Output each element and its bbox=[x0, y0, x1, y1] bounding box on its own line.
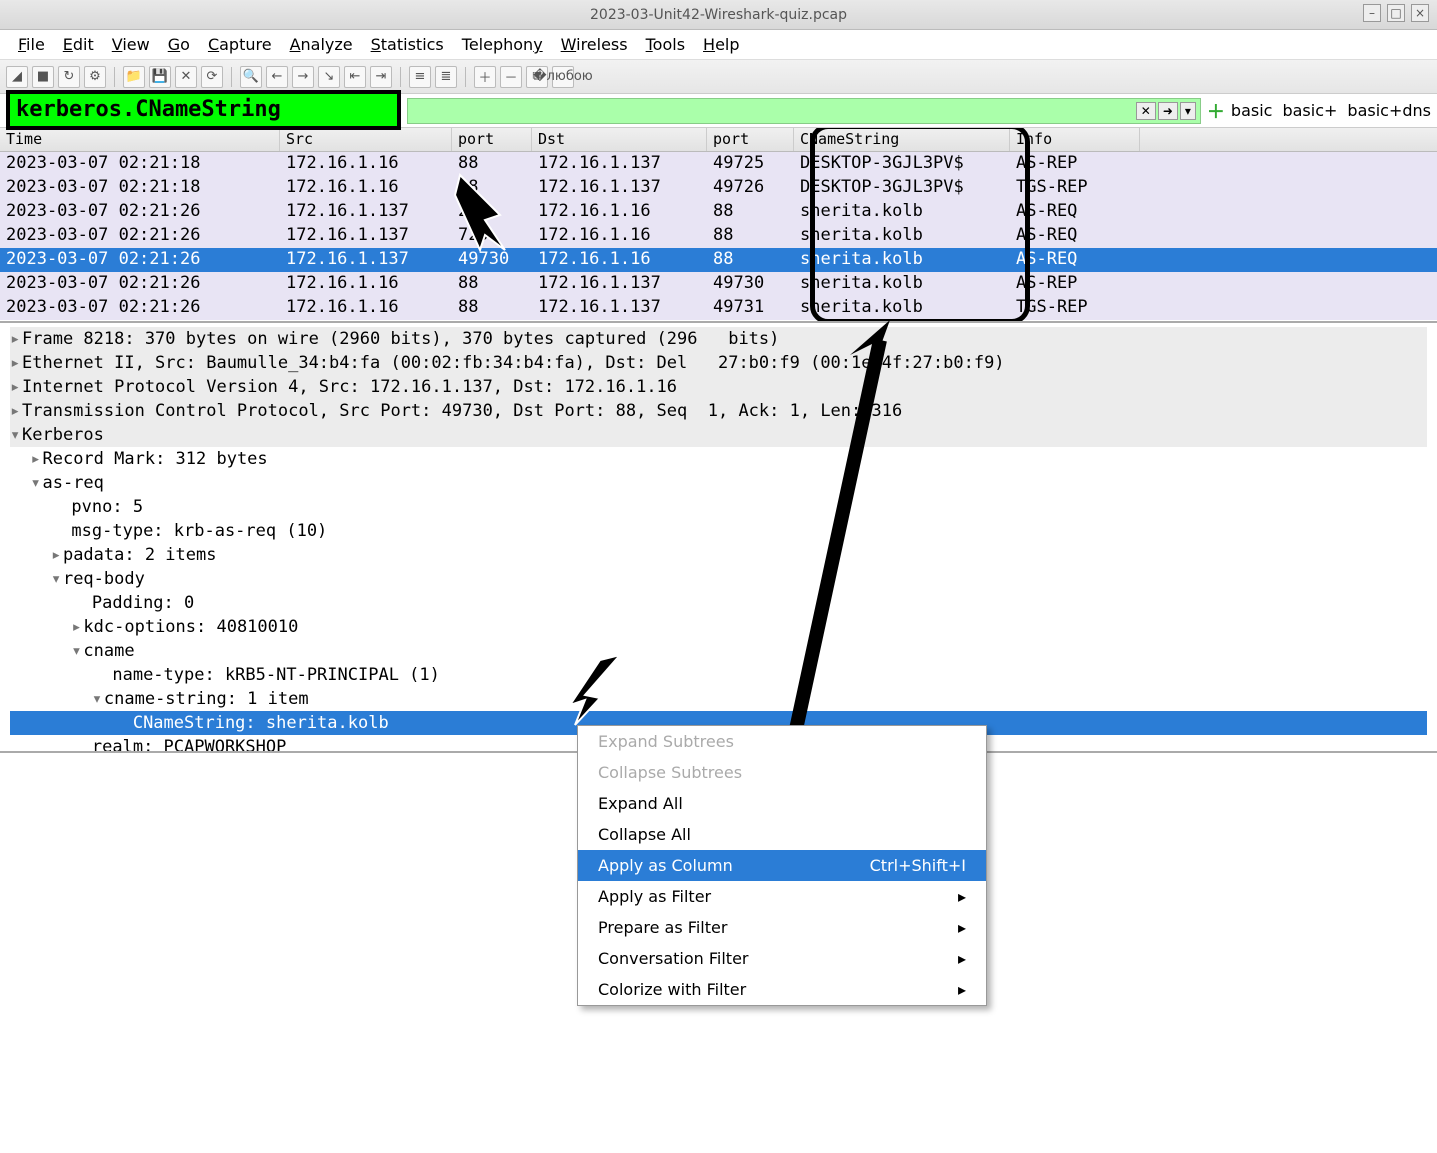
menu-statistics[interactable]: Statistics bbox=[363, 31, 452, 58]
col-info[interactable]: Info bbox=[1010, 128, 1140, 151]
menu-go[interactable]: Go bbox=[160, 31, 198, 58]
packet-list[interactable]: Time Src port Dst port CNameString Info … bbox=[0, 128, 1437, 323]
toolbar-reload-icon[interactable]: ⟳ bbox=[201, 66, 223, 88]
filter-clear-icon[interactable]: ✕ bbox=[1136, 102, 1156, 120]
col-dst[interactable]: Dst bbox=[532, 128, 707, 151]
detail-reqbody[interactable]: ▾req-body bbox=[10, 567, 1427, 591]
menu-analyze[interactable]: Analyze bbox=[282, 31, 361, 58]
toolbar-open-icon[interactable]: 📁 bbox=[123, 66, 145, 88]
maximize-button[interactable]: □ bbox=[1387, 4, 1405, 22]
ctx-colorize-filter[interactable]: Colorize with Filter bbox=[578, 974, 986, 1005]
toolbar-close-icon[interactable]: ✕ bbox=[175, 66, 197, 88]
close-button[interactable]: × bbox=[1411, 4, 1429, 22]
packet-row[interactable]: 2023-03-07 02:21:18172.16.1.1688172.16.1… bbox=[0, 152, 1437, 176]
filter-status: ✕ ➜ ▾ bbox=[407, 98, 1201, 124]
toolbar-stop-icon[interactable]: ■ bbox=[32, 66, 54, 88]
packet-row[interactable]: 2023-03-07 02:21:26172.16.1.137 28172.16… bbox=[0, 200, 1437, 224]
detail-padding[interactable]: Padding: 0 bbox=[10, 591, 1427, 615]
detail-msgtype[interactable]: msg-type: krb-as-req (10) bbox=[10, 519, 1427, 543]
toolbar-resize-icon[interactable]: �любою bbox=[552, 66, 574, 88]
ctx-apply-as-column[interactable]: Apply as ColumnCtrl+Shift+I bbox=[578, 850, 986, 881]
detail-cname[interactable]: ▾cname bbox=[10, 639, 1427, 663]
ctx-apply-as-filter[interactable]: Apply as Filter bbox=[578, 881, 986, 912]
toolbar-find-icon[interactable]: 🔍 bbox=[240, 66, 262, 88]
filter-apply-icon[interactable]: ➜ bbox=[1158, 102, 1178, 120]
menubar: File Edit View Go Capture Analyze Statis… bbox=[0, 30, 1437, 60]
packet-row[interactable]: 2023-03-07 02:21:26172.16.1.137 729172.1… bbox=[0, 224, 1437, 248]
ctx-collapse-subtrees: Collapse Subtrees bbox=[578, 757, 986, 788]
menu-edit[interactable]: Edit bbox=[55, 31, 102, 58]
context-menu: Expand Subtrees Collapse Subtrees Expand… bbox=[577, 725, 987, 1006]
display-filter-input[interactable]: kerberos.CNameString bbox=[10, 94, 398, 126]
packet-row[interactable]: 2023-03-07 02:21:26172.16.1.1688172.16.1… bbox=[0, 296, 1437, 320]
col-src[interactable]: Src bbox=[280, 128, 452, 151]
detail-tcp[interactable]: ▸Transmission Control Protocol, Src Port… bbox=[10, 399, 1427, 423]
titlebar: 2023-03-Unit42-Wireshark-quiz.pcap – □ × bbox=[0, 0, 1437, 30]
col-cname[interactable]: CNameString bbox=[794, 128, 1010, 151]
detail-cnamestring-hdr[interactable]: ▾cname-string: 1 item bbox=[10, 687, 1427, 711]
ctx-conversation-filter[interactable]: Conversation Filter bbox=[578, 943, 986, 974]
toolbar-last-icon[interactable]: ⇥ bbox=[370, 66, 392, 88]
packet-row[interactable]: 2023-03-07 02:21:26172.16.1.13749730172.… bbox=[0, 248, 1437, 272]
filter-dropdown-icon[interactable]: ▾ bbox=[1180, 102, 1196, 120]
toolbar-goto-icon[interactable]: ↘ bbox=[318, 66, 340, 88]
toolbar-zoomin-icon[interactable]: ＋ bbox=[474, 66, 496, 88]
detail-padata[interactable]: ▸padata: 2 items bbox=[10, 543, 1427, 567]
menu-view[interactable]: View bbox=[104, 31, 158, 58]
detail-ip[interactable]: ▸Internet Protocol Version 4, Src: 172.1… bbox=[10, 375, 1427, 399]
quick-basic[interactable]: basic bbox=[1231, 101, 1273, 120]
toolbar-restart-icon[interactable]: ↻ bbox=[58, 66, 80, 88]
detail-recordmark[interactable]: ▸Record Mark: 312 bytes bbox=[10, 447, 1427, 471]
ctx-prepare-as-filter[interactable]: Prepare as Filter bbox=[578, 912, 986, 943]
detail-eth[interactable]: ▸Ethernet II, Src: Baumulle_34:b4:fa (00… bbox=[10, 351, 1427, 375]
col-time[interactable]: Time bbox=[0, 128, 280, 151]
quick-basic-plus[interactable]: basic+ bbox=[1282, 101, 1337, 120]
menu-telephony[interactable]: Telephony bbox=[454, 31, 551, 58]
toolbar: ◢ ■ ↻ ⚙ 📁 💾 ✕ ⟳ 🔍 ← → ↘ ⇤ ⇥ ≡ ≣ ＋ － ⧉ �л… bbox=[0, 60, 1437, 94]
toolbar-autoscroll-icon[interactable]: ≡ bbox=[409, 66, 431, 88]
detail-kerberos[interactable]: ▾Kerberos bbox=[10, 423, 1427, 447]
packet-row[interactable]: 2023-03-07 02:21:18172.16.1.1688172.16.1… bbox=[0, 176, 1437, 200]
toolbar-fwd-icon[interactable]: → bbox=[292, 66, 314, 88]
menu-capture[interactable]: Capture bbox=[200, 31, 280, 58]
detail-frame[interactable]: ▸Frame 8218: 370 bytes on wire (2960 bit… bbox=[10, 327, 1427, 351]
packet-details[interactable]: ▸Frame 8218: 370 bytes on wire (2960 bit… bbox=[0, 323, 1437, 753]
minimize-button[interactable]: – bbox=[1363, 4, 1381, 22]
detail-pvno[interactable]: pvno: 5 bbox=[10, 495, 1427, 519]
menu-file[interactable]: File bbox=[10, 31, 53, 58]
toolbar-back-icon[interactable]: ← bbox=[266, 66, 288, 88]
menu-tools[interactable]: Tools bbox=[638, 31, 693, 58]
add-filter-icon[interactable]: ＋ bbox=[1207, 98, 1225, 124]
toolbar-first-icon[interactable]: ⇤ bbox=[344, 66, 366, 88]
toolbar-start-icon[interactable]: ◢ bbox=[6, 66, 28, 88]
detail-nametype[interactable]: name-type: kRB5-NT-PRINCIPAL (1) bbox=[10, 663, 1427, 687]
toolbar-save-icon[interactable]: 💾 bbox=[149, 66, 171, 88]
toolbar-options-icon[interactable]: ⚙ bbox=[84, 66, 106, 88]
ctx-collapse-all[interactable]: Collapse All bbox=[578, 819, 986, 850]
menu-wireless[interactable]: Wireless bbox=[553, 31, 636, 58]
quick-basic-dns[interactable]: basic+dns bbox=[1347, 101, 1431, 120]
ctx-expand-all[interactable]: Expand All bbox=[578, 788, 986, 819]
packet-row[interactable]: 2023-03-07 02:21:26172.16.1.1688172.16.1… bbox=[0, 272, 1437, 296]
toolbar-colorize-icon[interactable]: ≣ bbox=[435, 66, 457, 88]
ctx-expand-subtrees: Expand Subtrees bbox=[578, 726, 986, 757]
detail-asreq[interactable]: ▾as-req bbox=[10, 471, 1427, 495]
menu-help[interactable]: Help bbox=[695, 31, 747, 58]
window-title: 2023-03-Unit42-Wireshark-quiz.pcap bbox=[590, 7, 847, 23]
toolbar-zoomout-icon[interactable]: － bbox=[500, 66, 522, 88]
col-port1[interactable]: port bbox=[452, 128, 532, 151]
col-port2[interactable]: port bbox=[707, 128, 794, 151]
filter-bar: kerberos.CNameString ✕ ➜ ▾ ＋ basic basic… bbox=[0, 94, 1437, 128]
packet-list-header: Time Src port Dst port CNameString Info bbox=[0, 128, 1437, 152]
detail-kdcoptions[interactable]: ▸kdc-options: 40810010 bbox=[10, 615, 1427, 639]
